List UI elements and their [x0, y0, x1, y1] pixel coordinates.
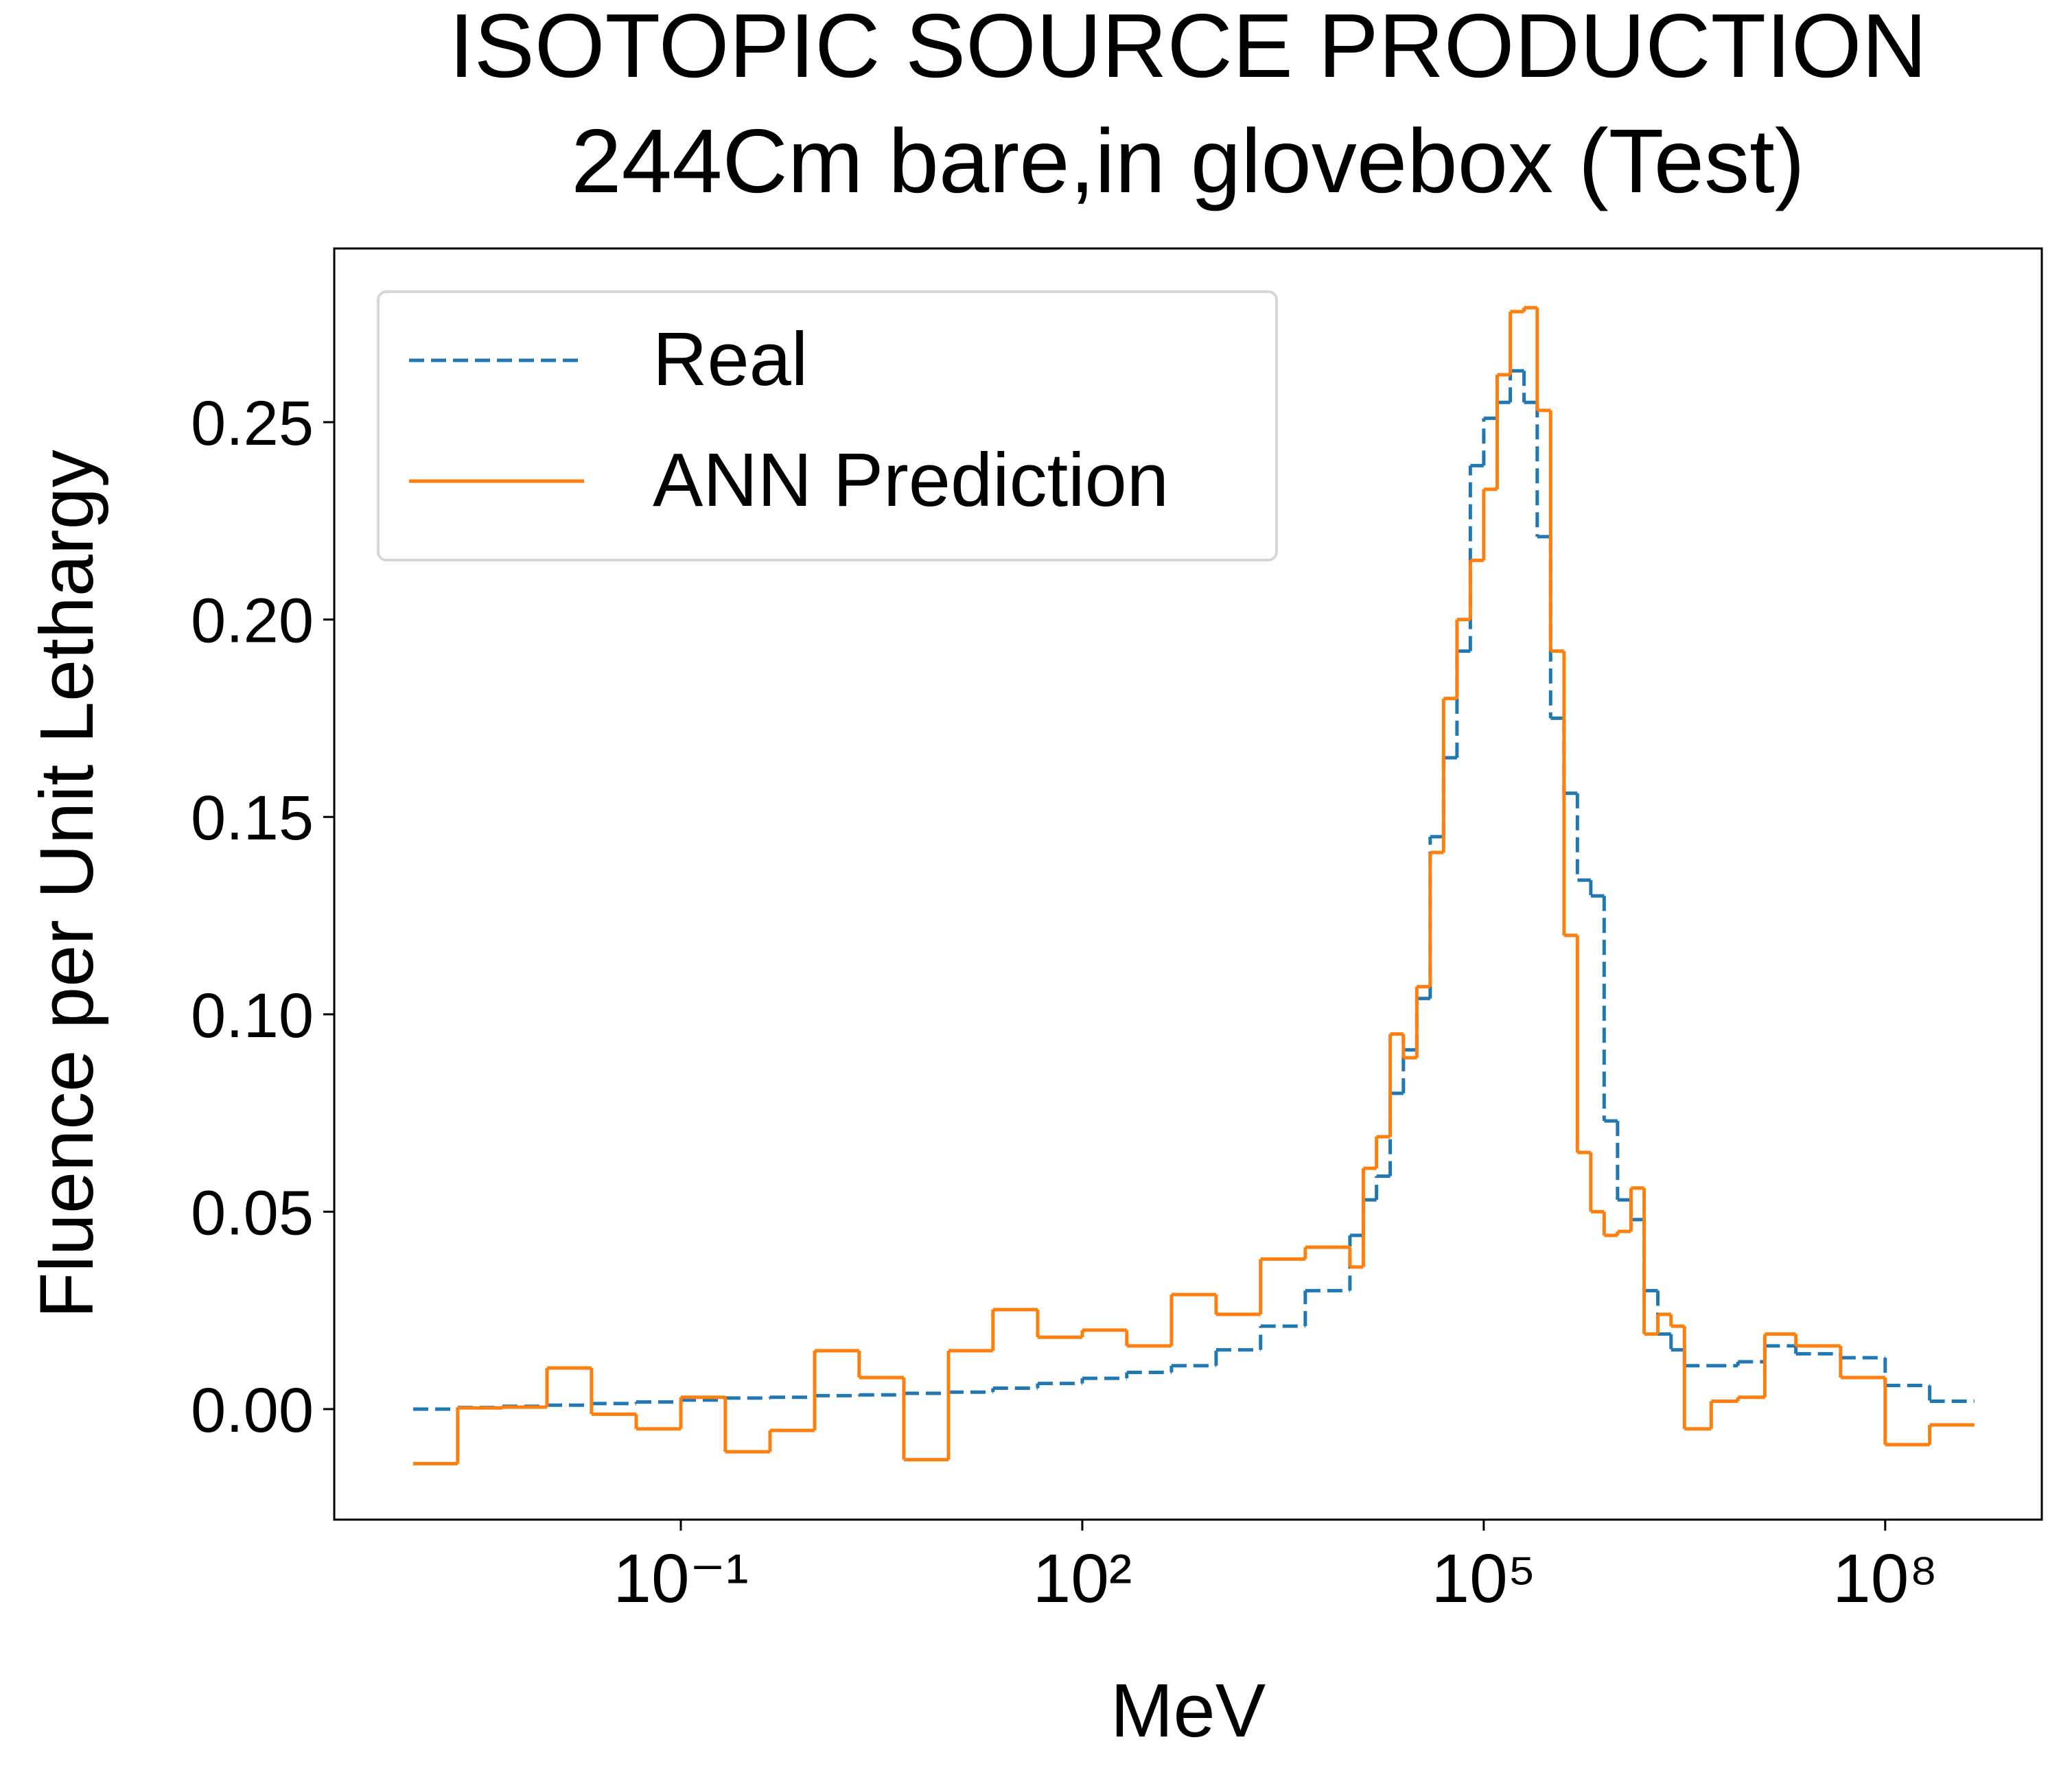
x-tick-label: 10²: [1033, 1540, 1132, 1617]
x-tick-label: 10⁻¹: [613, 1540, 748, 1617]
y-tick-label: 0.15: [191, 783, 314, 853]
legend-box: [377, 290, 1278, 561]
chart-title: ISOTOPIC SOURCE PRODUCTION: [449, 0, 1927, 96]
y-tick-label: 0.00: [191, 1375, 314, 1446]
x-tick-label: 10⁸: [1832, 1540, 1937, 1617]
chart-subtitle: 244Cm bare,in glovebox (Test): [571, 111, 1805, 211]
y-tick-label: 0.05: [191, 1178, 314, 1248]
y-axis-label: Fluence per Unit Lethargy: [25, 450, 109, 1319]
y-tick-label: 0.20: [191, 586, 314, 656]
legend-label: ANN Prediction: [653, 438, 1169, 522]
x-axis-label: MeV: [1110, 1669, 1266, 1753]
y-tick-label: 0.25: [191, 388, 314, 458]
x-tick-label: 10⁵: [1432, 1540, 1537, 1617]
series-1: [413, 305, 1975, 1465]
y-tick-label: 0.10: [191, 981, 314, 1051]
plot-frame: [333, 247, 2043, 1521]
legend-label: Real: [653, 317, 808, 402]
